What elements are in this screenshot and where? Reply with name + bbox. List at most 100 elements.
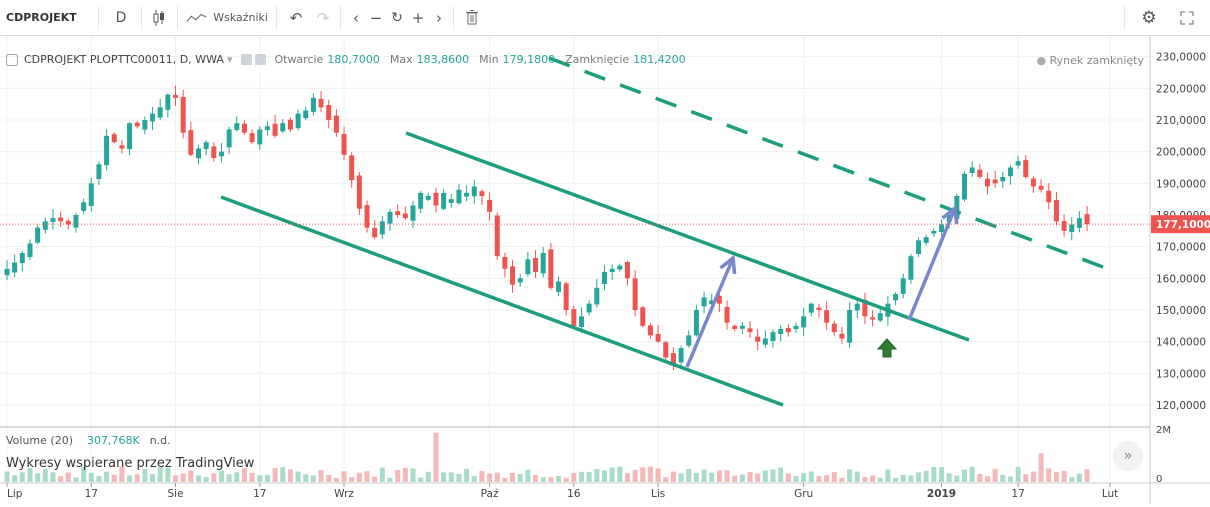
price-tick-label: 210,0000 [1156,115,1206,127]
candle [12,262,18,273]
trash-icon[interactable] [462,0,482,35]
close-value: 181,4200 [633,53,686,66]
open-label: Otwarcie [274,53,324,66]
channel-upper-line[interactable] [405,131,970,342]
candle [280,123,286,132]
volume-bar [678,473,684,482]
interval-button[interactable]: D [115,9,127,26]
buy-arrow-icon[interactable] [876,338,898,358]
status-dot-icon: ● [1036,54,1047,67]
candle [655,334,661,342]
candle [601,272,607,285]
candle [670,353,676,364]
volume-bar [839,477,845,482]
time-tick-label: 17 [85,488,98,500]
candle [770,332,776,342]
projection-arrow[interactable] [907,207,957,321]
volume-label: Volume (20) [6,434,73,447]
scroll-right-icon[interactable]: › [436,8,442,27]
price-chart[interactable]: 230,0000 220,0000 210,0000 200,0000 190,0000… [0,36,1210,504]
volume-bar [487,473,493,482]
undo-icon[interactable]: ↶ [289,8,303,27]
indicators-button[interactable]: Wskaźniki [186,0,268,35]
reset-icon[interactable]: ↻ [391,9,403,26]
volume-bar [196,475,201,482]
candle [785,328,791,333]
volume-bar [464,468,470,482]
volume-bar [992,468,998,482]
volume-bar [862,476,868,482]
scroll-left-icon[interactable]: ‹ [353,8,359,27]
candle [556,281,562,292]
volume-bar [946,473,952,482]
volume-bar [931,467,937,482]
volume-bar [1015,466,1021,482]
projection-arrow[interactable] [685,257,735,368]
candle [579,316,584,327]
scroll-to-realtime-button[interactable]: » [1113,441,1143,471]
volume-bar [1076,473,1082,482]
powered-by[interactable]: Wykresy wspierane przez TradingView [6,456,255,471]
volume-bar [969,466,975,482]
volume-bar [264,474,270,482]
candle [962,173,967,200]
candle [27,243,33,258]
volume-bar [640,467,646,482]
volume-bar [525,469,531,482]
volume-bar [793,476,799,482]
volume-bar [295,471,301,482]
volume-bar [88,472,94,482]
channel-lower-line[interactable] [220,195,784,407]
chevron-down-icon[interactable]: ▾ [226,53,233,66]
candle [624,262,630,279]
candle [395,211,401,215]
fullscreen-icon[interactable] [1176,0,1198,35]
volume-bar [127,475,133,482]
volume-bar [778,467,784,482]
volume-bar [410,468,416,482]
volume-value: 307,768K [87,434,140,447]
candle [1007,167,1013,177]
volume-bar [693,472,699,482]
price-tick-label: 120,0000 [1156,400,1206,412]
gear-icon[interactable]: ⚙ [1141,7,1157,28]
candle [586,303,592,313]
high-label: Max [389,53,413,66]
symbol-search[interactable]: CDPROJEKT [6,11,77,24]
candle [234,123,240,131]
candle [4,268,10,276]
candle [127,123,133,150]
market-status: ● Rynek zamknięty [1037,54,1145,67]
high-value: 183,8600 [416,53,470,66]
chart-area[interactable]: 230,0000 220,0000 210,0000 200,0000 190,0000… [0,36,1210,504]
settings-icon[interactable] [255,54,267,65]
candle [1046,190,1052,203]
volume-bar [923,470,929,482]
volume-bar [533,474,539,482]
candle [984,178,990,187]
volume-bar [157,467,163,482]
candle [533,258,539,272]
toolbar-divider [141,6,142,30]
zoom-in-icon[interactable]: + [411,8,425,27]
candle [119,145,125,149]
volume-bar [609,467,615,482]
candle [724,306,730,323]
time-tick-label: Lip [7,488,23,500]
volume-bar [73,477,79,482]
candle [916,240,922,254]
volume-bar [364,471,370,482]
zoom-out-icon[interactable]: − [369,8,383,27]
visibility-icon[interactable] [241,54,253,65]
collapse-icon[interactable] [6,53,18,66]
candle [808,303,814,313]
candle-style-icon[interactable] [148,0,170,35]
volume-bar [831,472,837,482]
redo-icon[interactable]: ↷ [316,8,330,27]
candle [42,221,48,230]
candle [701,297,707,307]
toolbar-divider [1124,6,1125,30]
volume-bar [303,474,309,482]
candle [65,220,71,225]
candle [433,192,439,206]
